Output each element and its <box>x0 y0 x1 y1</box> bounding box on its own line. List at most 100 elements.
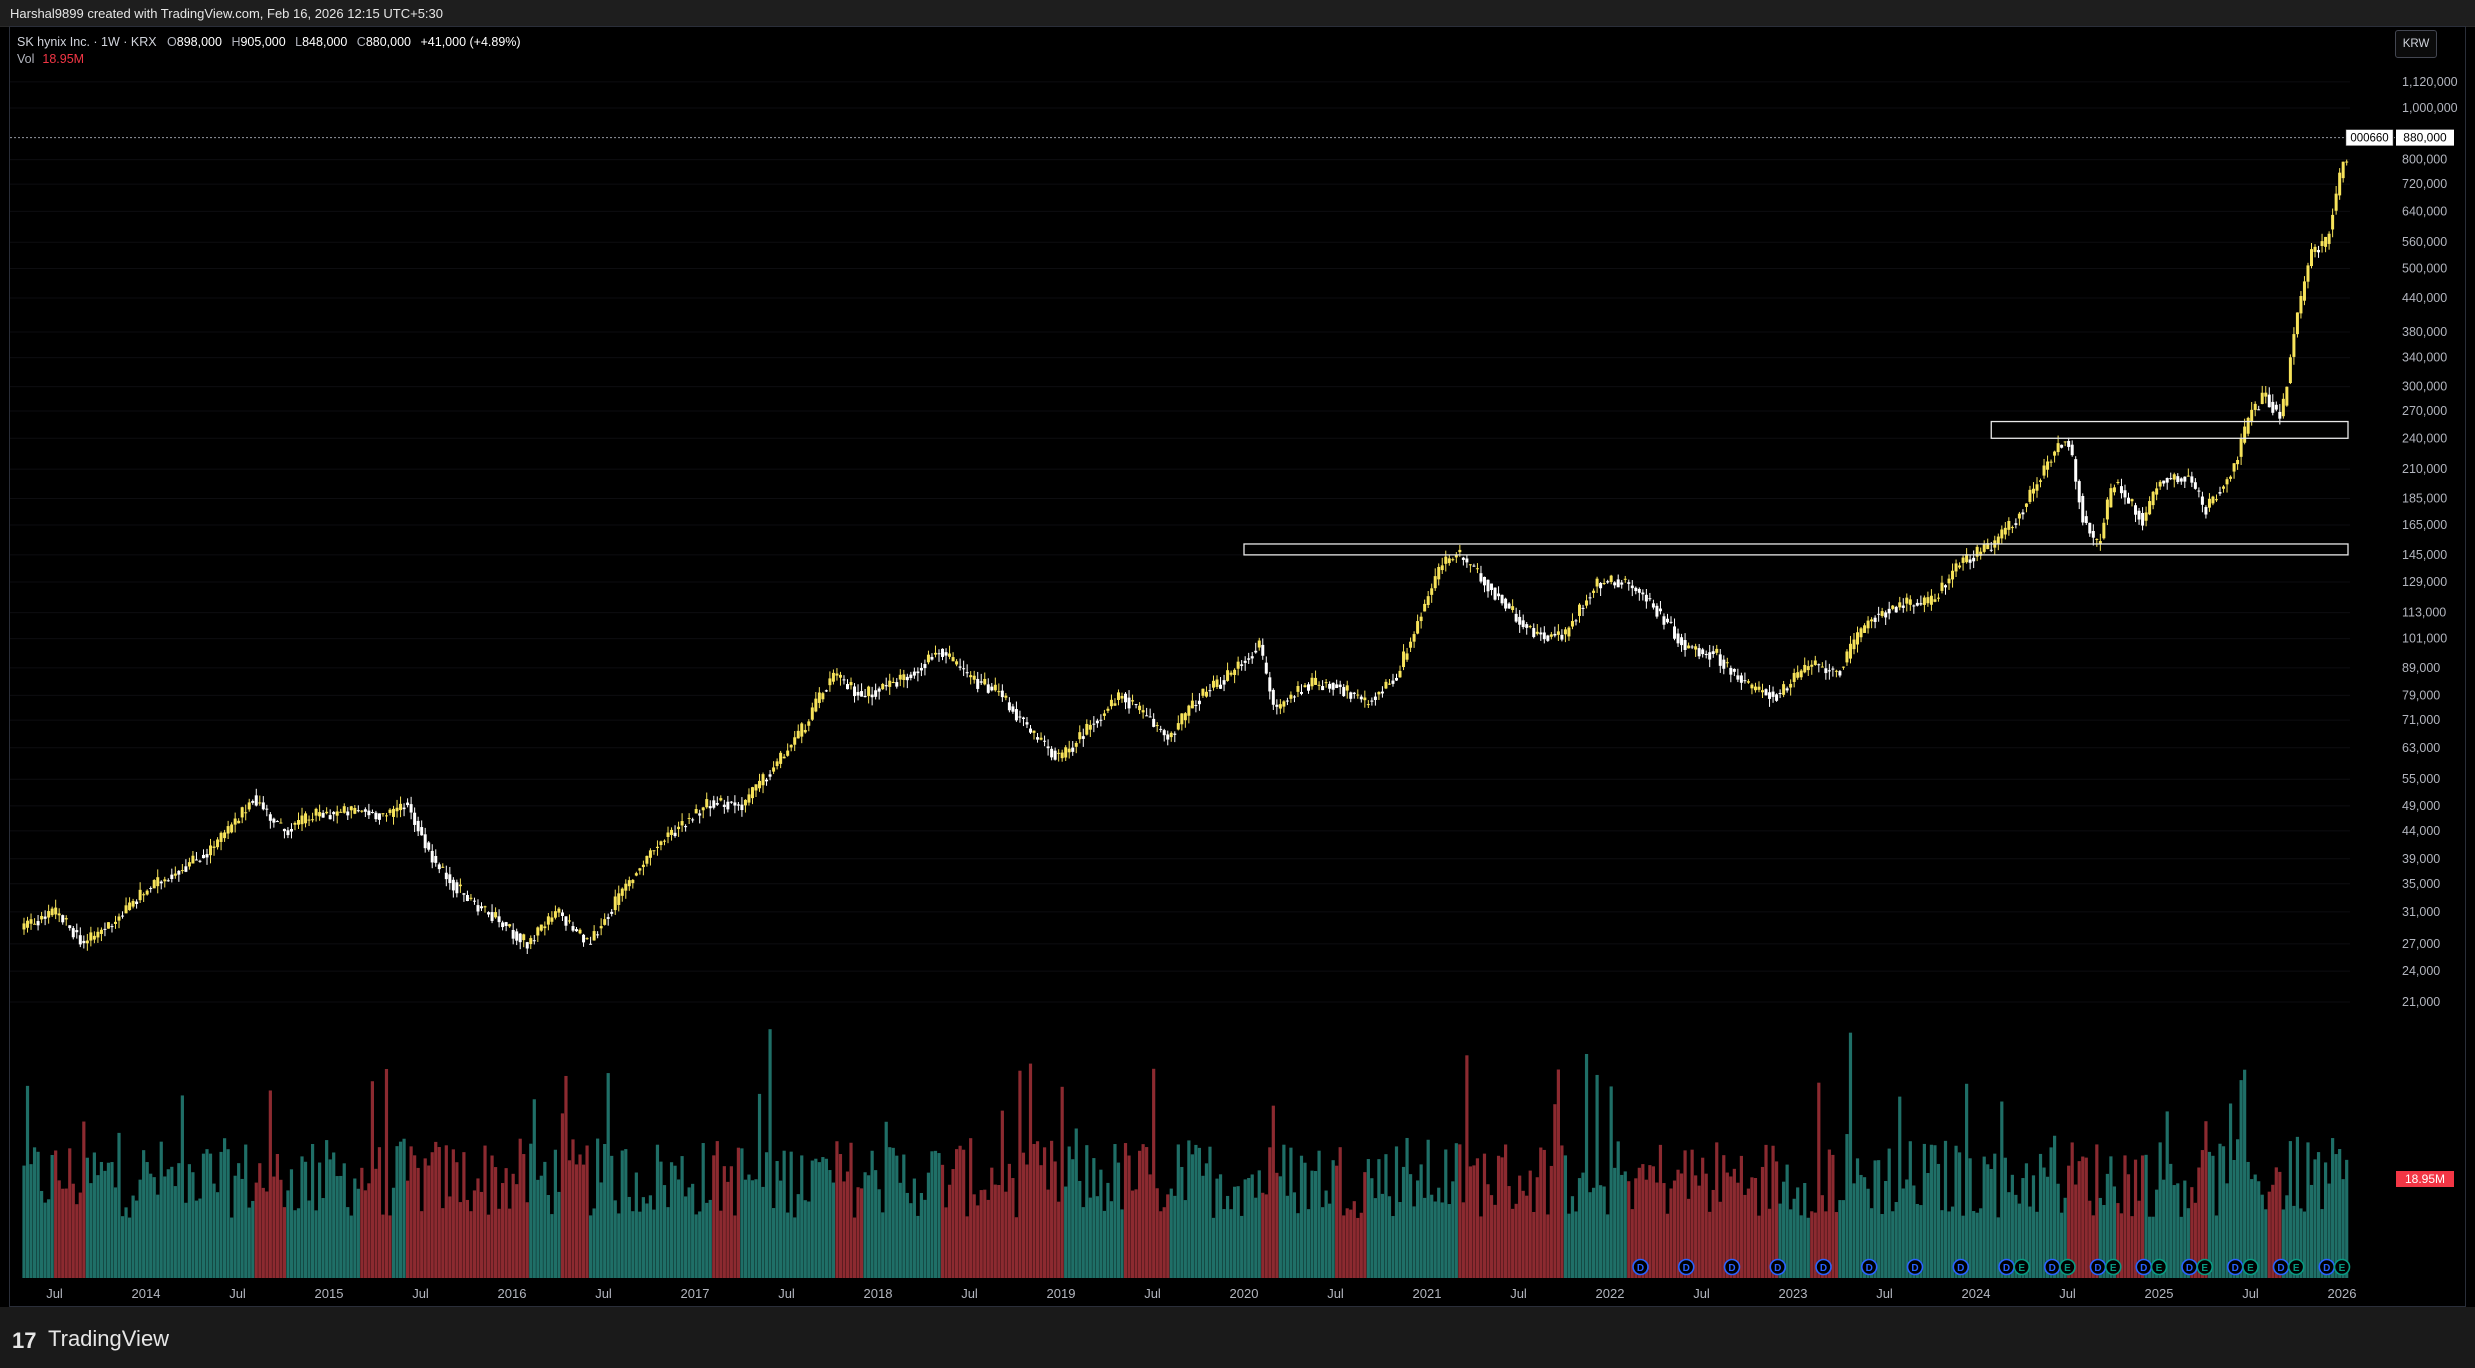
candle-body <box>1113 703 1117 706</box>
candle-body <box>92 935 96 940</box>
dividend-marker-icon[interactable]: D <box>1769 1258 1787 1276</box>
candle-body <box>2176 476 2180 483</box>
earnings-marker-icon[interactable]: E <box>2013 1258 2031 1276</box>
candle-body <box>1958 565 1962 568</box>
dividend-marker-icon[interactable]: D <box>2318 1258 2336 1276</box>
candle-body <box>1606 581 1610 583</box>
symbol-name[interactable]: SK hynix Inc. · 1W · KRX <box>17 35 157 49</box>
candle-body <box>2088 522 2092 534</box>
candle-body <box>458 884 462 887</box>
candle-body <box>1651 603 1655 608</box>
candle-body <box>205 854 209 858</box>
candle-body <box>444 872 448 880</box>
volume-bar <box>2253 1174 2257 1278</box>
volume-bar <box>1803 1183 1807 1278</box>
candle-body <box>1620 582 1624 585</box>
volume-bar <box>2158 1142 2162 1278</box>
currency-button[interactable]: KRW <box>2395 30 2437 58</box>
dividend-marker-icon[interactable]: D <box>2043 1258 2061 1276</box>
candle-body <box>2046 461 2050 470</box>
earnings-marker-icon[interactable]: E <box>2150 1258 2168 1276</box>
volume-bar <box>775 1161 779 1278</box>
volume-bar <box>1032 1144 1036 1278</box>
dividend-marker-icon[interactable]: D <box>2226 1258 2244 1276</box>
earnings-marker-icon[interactable]: E <box>2242 1258 2259 1276</box>
volume-bar <box>103 1170 107 1278</box>
volume-bar <box>1257 1170 1261 1278</box>
candle-body <box>1162 730 1166 736</box>
candle-body <box>1592 590 1596 593</box>
dividend-marker-icon[interactable]: D <box>1906 1258 1924 1276</box>
price-chart[interactable]: 21,000 24,000 27,000 31,000 35,000 39,000 44,0… <box>0 0 2475 1307</box>
volume-bar <box>2320 1209 2324 1278</box>
time-tick-label: 2017 <box>681 1286 710 1301</box>
volume-bar <box>662 1185 667 1278</box>
candle-body <box>603 919 607 925</box>
dividend-marker-icon[interactable]: D <box>1815 1258 1832 1276</box>
volume-bar <box>272 1176 276 1278</box>
volume-bar <box>177 1163 181 1278</box>
candle-body <box>370 811 374 813</box>
candle-body <box>1711 651 1715 654</box>
volume-bar <box>2211 1155 2215 1278</box>
volume-bar <box>113 1187 118 1278</box>
volume-bar <box>64 1188 68 1278</box>
volume-bar <box>2060 1212 2064 1278</box>
earnings-marker-icon[interactable]: E <box>2104 1258 2122 1276</box>
candle-body <box>1131 700 1135 702</box>
volume-bar <box>1898 1096 1902 1278</box>
candle-body <box>2204 507 2208 515</box>
dividend-marker-icon[interactable]: D <box>1632 1258 1649 1276</box>
volume-bar <box>1430 1194 1434 1278</box>
dividend-marker-icon[interactable]: D <box>1723 1258 1741 1276</box>
ticker-tag <box>2345 129 2394 146</box>
dividend-marker-icon[interactable]: D <box>2181 1258 2198 1276</box>
candle-body <box>1768 692 1772 699</box>
volume-bar <box>335 1176 339 1278</box>
volume-label[interactable]: Vol <box>17 52 35 66</box>
candle-body <box>522 934 526 941</box>
candle-body <box>504 922 508 926</box>
dividend-marker-icon[interactable]: D <box>1677 1258 1695 1276</box>
candle-body <box>2095 538 2099 540</box>
candle-body <box>2158 481 2162 487</box>
candle-body <box>1655 605 1659 617</box>
event-letter: E <box>2293 1263 2300 1274</box>
dividend-marker-icon[interactable]: D <box>1952 1258 1970 1276</box>
volume-bar <box>1845 1134 1849 1278</box>
volume-bar <box>1426 1139 1430 1278</box>
volume-bar <box>455 1162 459 1278</box>
earnings-marker-icon[interactable]: E <box>2196 1258 2214 1276</box>
volume-bar <box>2133 1159 2138 1278</box>
price-axis[interactable]: 21,000 24,000 27,000 31,000 35,000 39,000 44,0… <box>2402 75 2458 1009</box>
candle-body <box>736 804 740 806</box>
earnings-marker-icon[interactable]: E <box>2059 1258 2076 1276</box>
volume-bar <box>1954 1145 1958 1278</box>
dividend-marker-icon[interactable]: D <box>2272 1258 2290 1276</box>
earnings-marker-icon[interactable]: E <box>2287 1258 2305 1276</box>
volume-bar <box>588 1215 593 1278</box>
price-tick-label: 185,000 <box>2402 492 2447 506</box>
volume-bar <box>1123 1143 1128 1278</box>
volume-bar <box>902 1154 906 1278</box>
volume-bar <box>1532 1211 1536 1278</box>
candle-body <box>1109 699 1113 707</box>
volume-bar <box>1130 1190 1135 1278</box>
candle-body <box>1468 564 1472 566</box>
dividend-marker-icon[interactable]: D <box>2135 1258 2153 1276</box>
dividend-marker-icon[interactable]: D <box>2089 1258 2107 1276</box>
event-letter: D <box>2140 1263 2147 1274</box>
volume-bar <box>1451 1181 1455 1278</box>
candle-body <box>2239 438 2243 457</box>
candle-body <box>420 827 424 836</box>
dividend-marker-icon[interactable]: D <box>1860 1258 1878 1276</box>
time-tick-label: 2014 <box>132 1286 161 1301</box>
earnings-marker-icon[interactable]: E <box>2333 1258 2351 1276</box>
time-axis[interactable]: Jul 2014 Jul 2015 Jul 2016 Jul 2017 Jul 2018 Jul 20… <box>46 1286 2356 1301</box>
candle-body <box>564 916 568 926</box>
candle-body <box>1922 597 1926 605</box>
dividend-marker-icon[interactable]: D <box>1998 1258 2015 1276</box>
volume-bar <box>518 1138 522 1278</box>
price-tick-label: 113,000 <box>2402 606 2446 620</box>
candle-body <box>631 879 635 884</box>
